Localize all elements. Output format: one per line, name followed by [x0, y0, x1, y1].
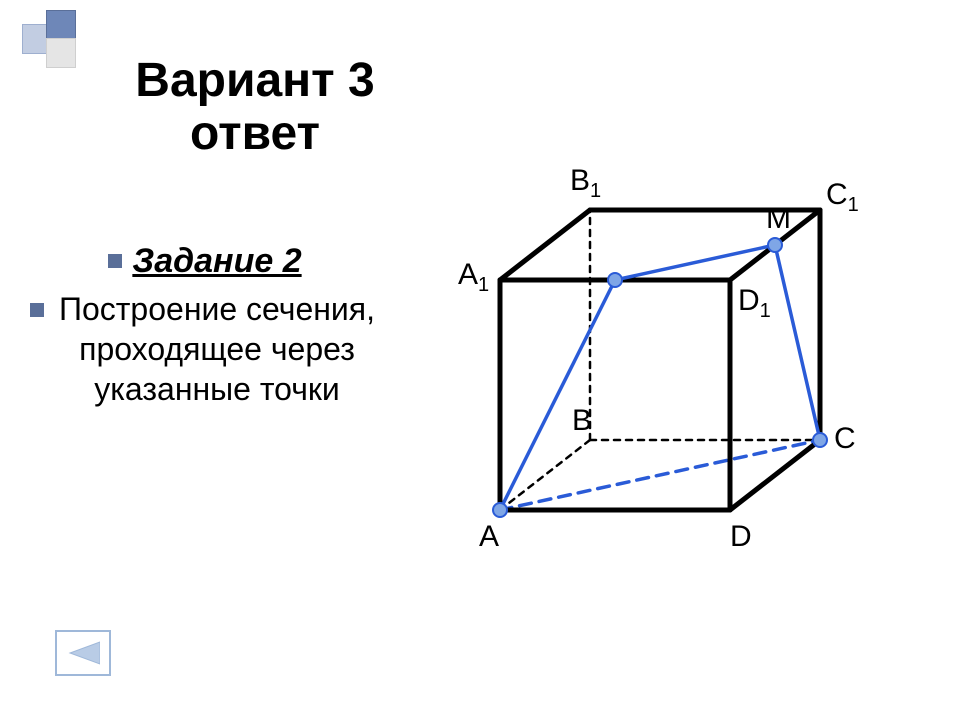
- deco-square-dark: [46, 10, 76, 40]
- cube-diagram: B1 C1 М A1 D1 B C A D: [430, 150, 910, 590]
- body-text: Задание 2 Построение сечения, проходящее…: [30, 240, 380, 415]
- arrow-left-icon: [66, 640, 100, 666]
- task-description: Построение сечения, проходящее через ука…: [54, 289, 380, 409]
- vertex-label-M: М: [766, 202, 791, 236]
- vertex-label-B: B: [572, 404, 592, 438]
- task-label: Задание 2: [132, 240, 301, 283]
- vertex-label-A1: A1: [458, 258, 489, 297]
- vertex-label-A: A: [479, 520, 499, 554]
- prev-button[interactable]: [55, 630, 111, 676]
- slide-title: Вариант 3 ответ: [55, 55, 455, 161]
- bullet-icon: [108, 254, 122, 268]
- vertex-label-D: D: [730, 520, 752, 554]
- title-line-1: Вариант 3: [135, 54, 374, 107]
- vertex-label-C: C: [834, 422, 856, 456]
- title-line-2: ответ: [190, 107, 320, 160]
- vertex-label-C1: C1: [826, 178, 859, 217]
- slide: Вариант 3 ответ Задание 2 Построение сеч…: [0, 0, 960, 720]
- task-row: Задание 2: [30, 240, 380, 283]
- bullet-icon: [30, 303, 44, 317]
- vertex-label-B1: B1: [570, 164, 601, 203]
- vertex-label-D1: D1: [738, 284, 771, 323]
- description-row: Построение сечения, проходящее через ука…: [30, 289, 380, 409]
